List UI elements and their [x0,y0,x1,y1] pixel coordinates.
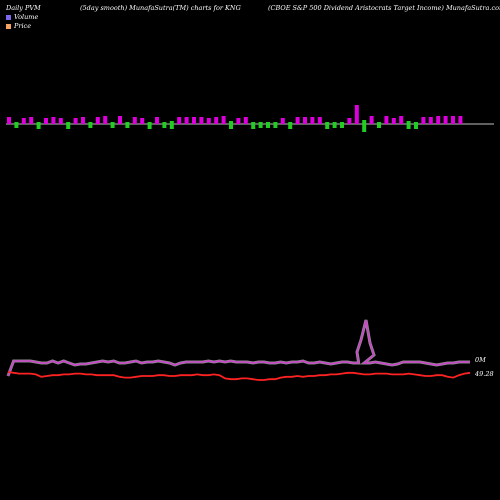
chart-header-left: Daily PVM [6,4,41,12]
volume-bar [29,117,34,124]
volume-bar [347,118,352,124]
volume-bar [58,118,63,124]
volume-bar [73,118,78,124]
volume-bar [177,117,182,124]
volume-bar [451,116,455,124]
volume-bar [303,117,307,124]
volume-bar [243,117,248,124]
volume-bar [458,116,463,124]
volume-bar [310,117,315,124]
volume-bar [266,122,270,128]
legend-price-swatch [6,23,11,29]
volume-bar [7,117,11,124]
volume-bar [414,122,418,129]
legend-volume-swatch [6,14,11,20]
volume-bar [155,117,159,124]
legend-price: Price [6,22,31,30]
volume-bar [377,122,381,128]
legend-price-label: Price [14,22,32,30]
volume-bar [44,118,48,124]
volume-bar [443,116,448,124]
volume-bar [229,121,233,129]
volume-bar [295,117,300,124]
volume-bar [369,116,374,124]
legend-volume: Volume [6,13,38,21]
volume-bar [66,122,71,129]
volume-bar [325,122,330,129]
volume-bar [21,118,26,124]
volume-bar [399,116,404,124]
volume-bar [428,117,433,124]
volume-bar [273,122,278,128]
volume-bar [384,116,389,124]
volume-bar [147,122,152,129]
volume-bar [340,122,344,128]
volume-bar [317,117,322,124]
volume-bar [184,117,189,124]
volume-bar [236,118,241,124]
volume-bar [132,117,137,124]
volume-bar [14,122,19,128]
chart-header-title: (5day smooth) MunafaSutra(TM) charts for… [80,4,241,12]
volume-bar [51,117,56,124]
volume-bar [406,121,411,129]
volume-end-label: 0M [475,356,486,364]
volume-bar [110,122,115,128]
volume-bar [362,120,367,132]
volume-bars [7,105,463,132]
volume-bar [206,118,211,124]
volume-bar [118,116,122,124]
volume-bar [421,117,426,124]
volume-bar [436,116,441,124]
volume-line [7,319,470,377]
volume-bar [192,117,196,124]
volume-bar [169,121,174,129]
volume-bar [280,118,285,124]
volume-bar [221,116,226,124]
volume-bar [332,122,337,128]
volume-bar [81,117,85,124]
volume-bar [214,117,219,124]
volume-bar [251,122,256,129]
volume-bar [95,117,100,124]
price-end-label: 49.28 [474,370,494,378]
volume-bar [288,122,293,129]
legend-volume-label: Volume [14,13,39,21]
price-line [7,371,471,381]
volume-bar [88,122,93,128]
volume-bar [36,122,41,129]
volume-bar [199,117,204,124]
volume-bar [140,118,145,124]
volume-bar [125,122,130,128]
volume-line-glow [6,319,470,377]
volume-bar [103,116,108,124]
volume-bar [391,118,396,124]
volume-bar [162,122,167,128]
chart-header-source: (CBOE S&P 500 Dividend Aristocrats Targe… [268,4,500,12]
volume-bar [258,122,263,128]
volume-bar [354,105,359,124]
